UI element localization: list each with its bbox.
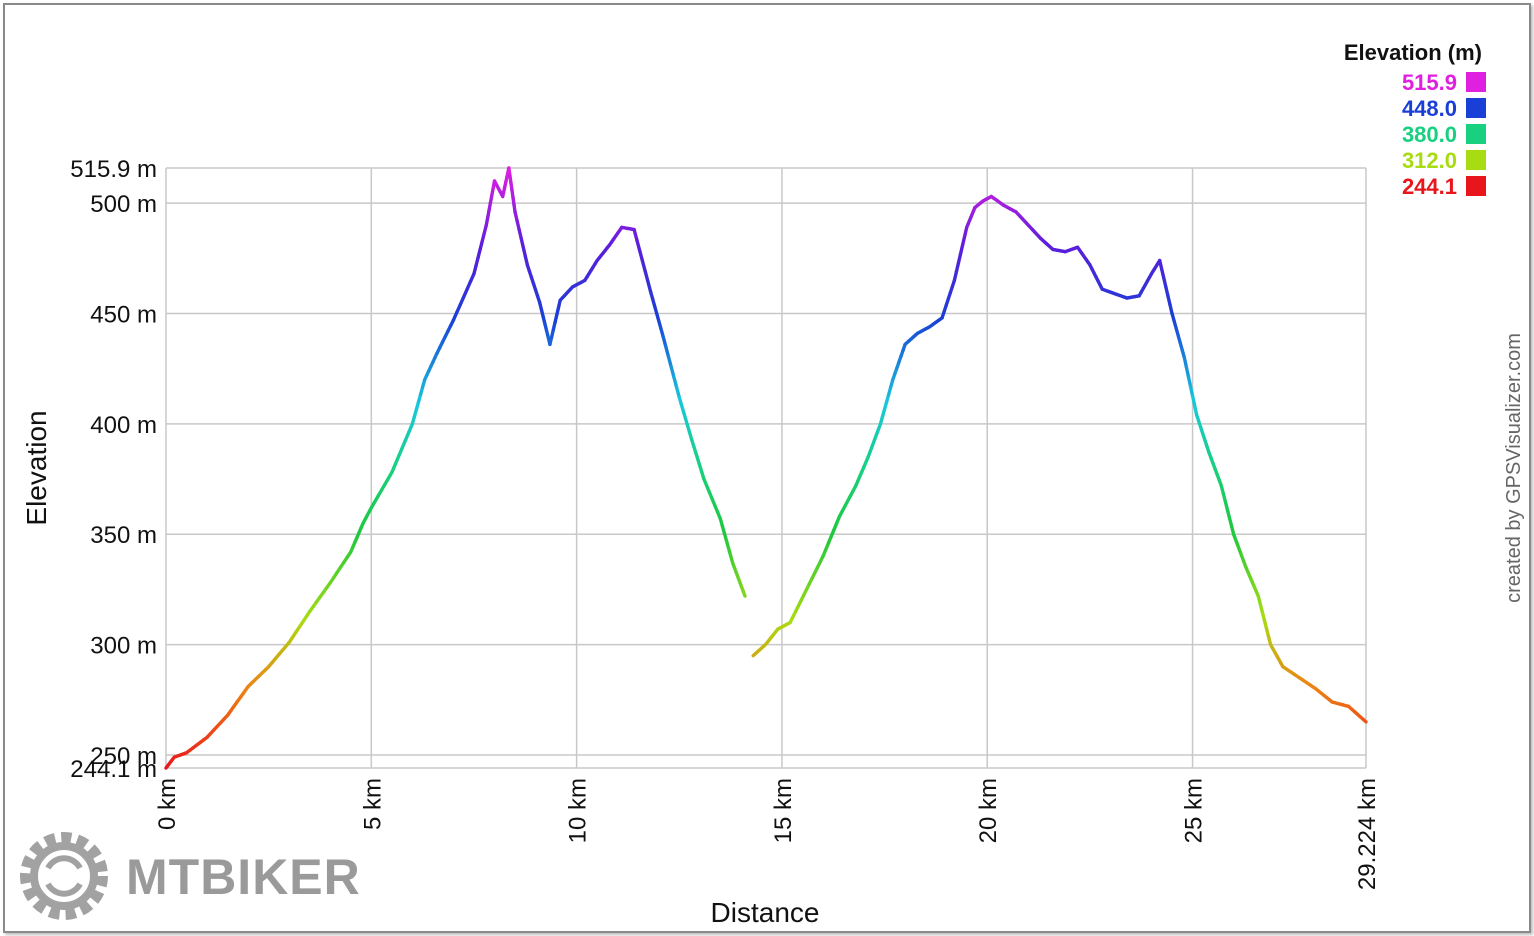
watermark-brand: MTBIKER	[126, 849, 361, 905]
legend-entry-label-1: 448.0	[1402, 96, 1457, 121]
profile-segment	[663, 344, 671, 358]
legend-swatch-3	[1466, 150, 1486, 170]
profile-segment	[741, 588, 747, 598]
gear-logo-icon	[20, 832, 108, 920]
profile-segment	[666, 354, 673, 369]
y-tick-label-7: 515.9 m	[70, 156, 157, 183]
y-tick-label-5: 450 m	[90, 301, 157, 328]
y-tick-label-6: 500 m	[90, 191, 157, 218]
series-0	[164, 166, 747, 770]
watermark: MTBIKER	[20, 832, 361, 920]
credit-text: created by GPSVisualizer.com	[1503, 333, 1525, 603]
x-tick-label-6: 29.224 km	[1354, 778, 1381, 890]
profile-segment	[669, 364, 676, 379]
y-tick-label-1: 250 m	[90, 743, 157, 770]
legend-entry-label-3: 312.0	[1402, 148, 1457, 173]
y-axis-title: Elevation	[21, 410, 52, 525]
profile-segment	[674, 385, 681, 400]
legend-entry-label-4: 244.1	[1402, 174, 1457, 199]
profile-segment	[637, 248, 645, 263]
x-tick-label-4: 20 km	[975, 778, 1002, 843]
x-tick-label-2: 10 km	[565, 778, 592, 843]
legend-swatch-4	[1466, 176, 1486, 196]
x-axis-title: Distance	[711, 897, 820, 928]
y-tick-label-2: 300 m	[90, 633, 157, 660]
legend-swatch-1	[1466, 98, 1486, 118]
y-tick-label-0: 244.1 m	[70, 756, 157, 783]
y-tick-label-3: 350 m	[90, 522, 157, 549]
x-tick-label-5: 25 km	[1181, 778, 1208, 843]
legend-entry-label-2: 380.0	[1402, 122, 1457, 147]
profile-segment	[640, 258, 647, 273]
profile-segment	[672, 375, 679, 389]
profile-segment	[661, 333, 668, 348]
y-tick-label-4: 400 m	[90, 412, 157, 439]
profile-segment	[635, 238, 642, 252]
profile-segment	[643, 269, 650, 283]
profile-segment	[646, 279, 653, 294]
x-tick-label-1: 5 km	[359, 778, 386, 830]
x-tick-label-3: 15 km	[770, 778, 797, 843]
legend-swatch-0	[1466, 72, 1486, 92]
profile-segment	[1361, 717, 1368, 724]
grid	[165, 167, 1367, 769]
legend-swatch-2	[1466, 124, 1486, 144]
x-tick-label-0: 0 km	[154, 778, 181, 830]
elevation-profile	[164, 166, 1368, 770]
legend-title: Elevation (m)	[1344, 40, 1482, 65]
profile-segment	[632, 227, 639, 242]
series-1	[751, 194, 1368, 724]
x-axis-ticks: 0 km 5 km 10 km 15 km 20 km 25 km 29.224 km	[154, 778, 1381, 890]
plot-area	[166, 168, 1366, 768]
legend-entry-label-0: 515.9	[1402, 70, 1457, 95]
